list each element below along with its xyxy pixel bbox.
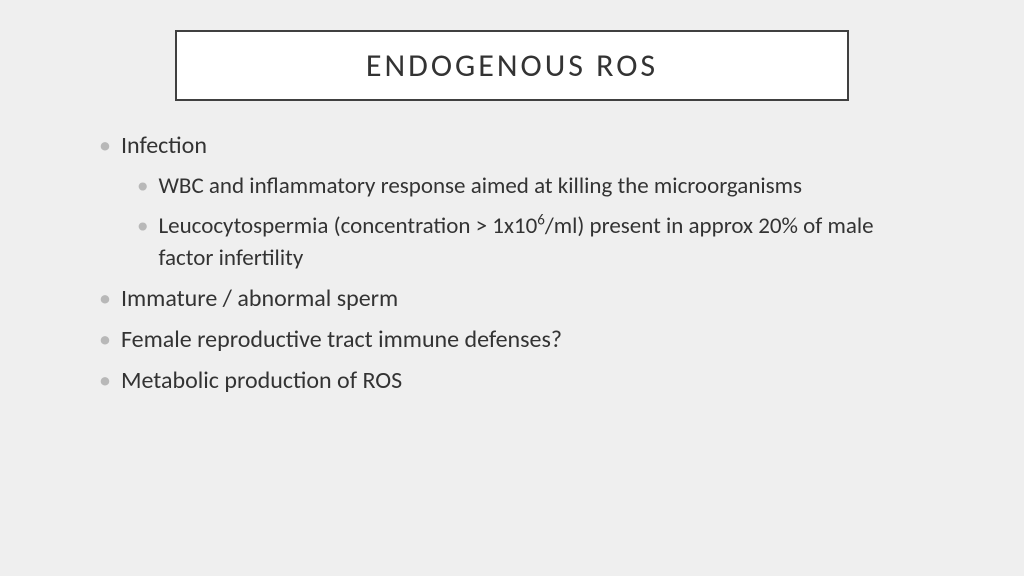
bullet-icon: • <box>99 129 111 164</box>
list-item-text: WBC and inflammatory response aimed at k… <box>158 170 802 202</box>
list-item-text: Infection <box>121 129 207 164</box>
list-item: • Immature / abnormal sperm <box>99 282 929 317</box>
slide-title-box: ENDOGENOUS ROS <box>175 30 849 101</box>
bullet-icon: • <box>137 170 148 202</box>
slide-content: • Infection • WBC and inflammatory respo… <box>95 129 929 399</box>
bullet-icon: • <box>137 210 148 274</box>
bullet-icon: • <box>99 364 111 399</box>
slide-title: ENDOGENOUS ROS <box>197 46 827 85</box>
list-item: • Female reproductive tract immune defen… <box>99 323 929 358</box>
list-item: • Infection <box>99 129 929 164</box>
list-item: • Leucocytospermia (concentration > 1x10… <box>137 210 929 274</box>
list-item-text: Female reproductive tract immune defense… <box>121 323 562 358</box>
sublist: • WBC and inflammatory response aimed at… <box>99 170 929 275</box>
bullet-icon: • <box>99 323 111 358</box>
list-item-text: Metabolic production of ROS <box>121 364 402 399</box>
list-item-text: Leucocytospermia (concentration > 1x106/… <box>158 210 929 274</box>
bullet-icon: • <box>99 282 111 317</box>
list-item: • WBC and inflammatory response aimed at… <box>137 170 929 202</box>
list-item: • Metabolic production of ROS <box>99 364 929 399</box>
list-item-text: Immature / abnormal sperm <box>121 282 398 317</box>
